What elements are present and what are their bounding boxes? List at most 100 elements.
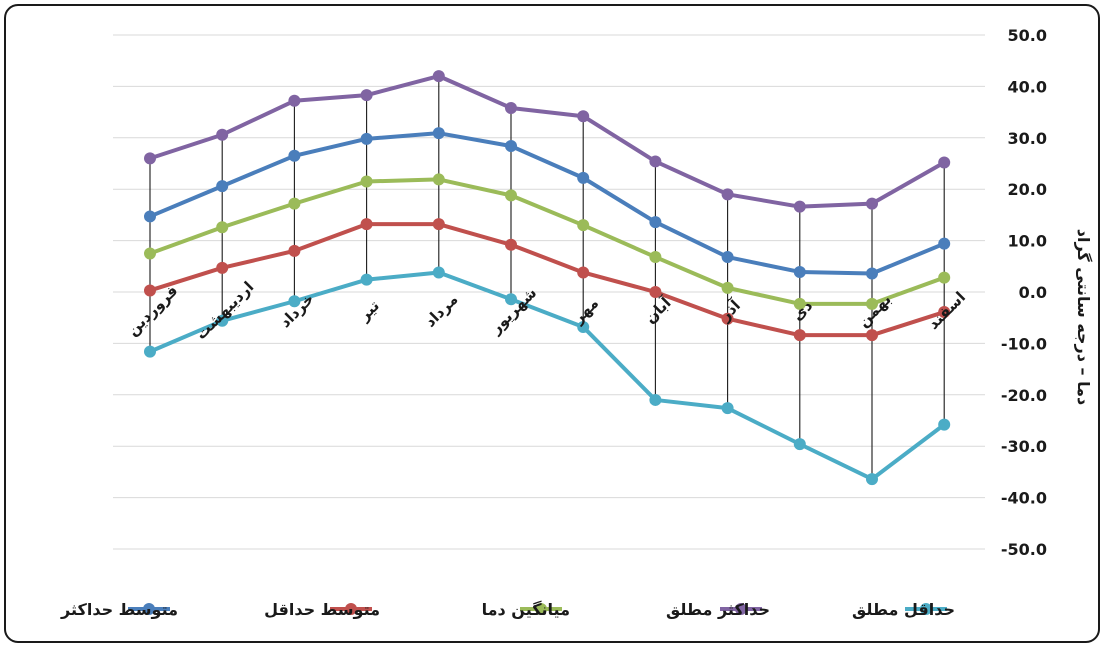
legend-marker: [345, 603, 357, 615]
data-point: [649, 251, 662, 264]
legend-item: حداکثر مطلق: [666, 600, 770, 619]
legend-label: میانگین دما: [482, 600, 570, 619]
series-line: [149, 270, 946, 482]
legend: متوسط حداکثر متوسط حداقل میانگین دما حداکثر…: [60, 600, 955, 619]
data-point: [721, 402, 734, 415]
y-tick-label: 50.0: [1008, 26, 1047, 45]
category-label: مرداد: [421, 290, 461, 330]
data-point: [288, 197, 301, 210]
data-point: [721, 188, 734, 201]
data-point: [144, 152, 156, 165]
data-point: [432, 70, 445, 83]
data-point: [216, 314, 229, 327]
y-tick-label: -20.0: [1001, 386, 1047, 405]
data-point: [505, 293, 517, 306]
data-point: [866, 197, 878, 210]
y-tick-label: 40.0: [1008, 77, 1047, 96]
y-tick-label: 0.0: [1019, 283, 1047, 302]
y-tick-label: 20.0: [1008, 180, 1047, 199]
legend-label: حداقل مطلق: [852, 600, 955, 619]
data-point: [793, 329, 806, 342]
data-point: [577, 320, 590, 333]
data-point: [793, 297, 806, 310]
series-2: [144, 218, 951, 342]
category-label: اردیبهشت: [192, 278, 257, 343]
data-point: [649, 286, 662, 298]
legend-item: حداقل مطلق: [852, 600, 955, 619]
data-point: [793, 438, 806, 451]
data-point: [721, 312, 734, 325]
data-point: [144, 345, 156, 358]
data-point: [144, 247, 156, 260]
data-point: [721, 281, 734, 294]
data-point: [216, 221, 229, 234]
series-lines: [144, 70, 951, 486]
data-point: [216, 180, 229, 193]
category-label: تیر: [355, 297, 383, 325]
data-point: [938, 418, 951, 431]
data-point: [432, 218, 445, 231]
data-point: [216, 261, 229, 274]
data-point: [216, 128, 229, 141]
series-line: [149, 131, 945, 276]
series-line: [149, 177, 945, 306]
data-point: [866, 329, 878, 342]
data-point: [288, 244, 301, 257]
data-point: [938, 237, 951, 250]
data-point: [360, 218, 373, 231]
data-point: [360, 89, 373, 102]
series-line: [149, 74, 946, 209]
legend-label: حداکثر مطلق: [666, 600, 770, 619]
data-point: [649, 155, 662, 168]
data-point: [144, 284, 156, 297]
data-point: [938, 271, 951, 284]
category-label: اسفند: [924, 288, 969, 333]
drop-lines: [149, 76, 945, 480]
data-point: [793, 200, 806, 213]
data-point: [793, 265, 806, 278]
series-4: [144, 70, 951, 213]
series-1: [144, 127, 951, 280]
chart-frame: [4, 4, 1100, 643]
legend-item: متوسط حداقل: [264, 600, 380, 619]
data-point: [938, 156, 951, 169]
legend-item: میانگین دما: [482, 600, 570, 619]
data-point: [649, 393, 662, 406]
series-5: [144, 266, 951, 486]
legend-marker: [143, 603, 155, 615]
data-point: [577, 171, 590, 184]
data-point: [505, 101, 517, 114]
y-tick-label: 30.0: [1008, 129, 1047, 148]
data-point: [866, 267, 878, 280]
y-tick-label: -40.0: [1001, 489, 1047, 508]
data-point: [577, 266, 590, 279]
data-point: [432, 173, 445, 186]
data-point: [360, 175, 373, 188]
data-point: [360, 273, 373, 286]
data-point: [505, 189, 517, 202]
series-line: [149, 222, 945, 338]
data-point: [866, 297, 878, 310]
y-tick-label: -30.0: [1001, 437, 1047, 456]
data-point: [721, 251, 734, 264]
legend-marker: [735, 603, 747, 615]
data-point: [288, 94, 301, 107]
data-point: [505, 238, 517, 251]
y-tick-labels: 50.0 40.0 30.0 20.0 10.0 0.0 -10.0 -20.0 -30.0 -4…: [1001, 26, 1047, 559]
y-tick-label: -10.0: [1001, 334, 1047, 353]
legend-marker: [920, 603, 932, 615]
data-point: [866, 473, 878, 486]
data-point: [577, 219, 590, 232]
data-point: [649, 216, 662, 229]
legend-label: متوسط حداکثر: [60, 600, 178, 619]
data-point: [144, 210, 156, 223]
y-axis-title: دما – درجه سانتی گراد: [1074, 229, 1093, 405]
data-point: [432, 266, 445, 279]
y-tick-label: 10.0: [1008, 232, 1047, 251]
series-3: [144, 173, 951, 310]
data-point: [577, 110, 590, 123]
data-point: [432, 127, 445, 140]
data-point: [288, 295, 301, 308]
gridlines: [113, 34, 985, 550]
